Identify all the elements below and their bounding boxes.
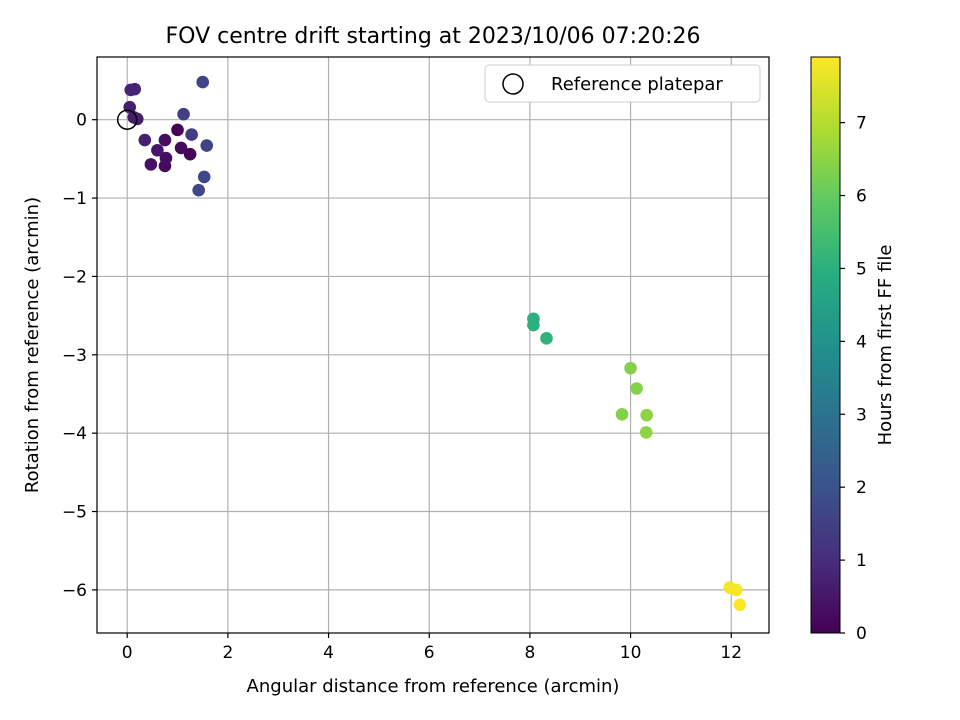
y-tick-label: −3	[62, 346, 87, 366]
colorbar-tick-label: 4	[856, 332, 867, 352]
legend-entry: Reference platepar	[551, 74, 723, 95]
reference-marker	[116, 109, 138, 130]
x-tick-label: 6	[424, 643, 435, 663]
chart-title: FOV centre drift starting at 2023/10/06 …	[166, 24, 701, 49]
data-point	[123, 100, 137, 114]
data-point	[144, 158, 158, 171]
data-point	[630, 382, 643, 395]
data-point	[183, 147, 197, 161]
data-point	[158, 133, 172, 147]
colorbar-tick-label: 6	[856, 187, 867, 207]
data-point	[159, 151, 173, 165]
data-point	[624, 361, 637, 375]
data-point	[729, 583, 743, 597]
data-point	[527, 318, 540, 332]
data-point	[177, 107, 190, 121]
legend-marker-icon	[502, 73, 524, 95]
colorbar-tick-label: 5	[856, 259, 867, 279]
plot-frame	[96, 56, 770, 634]
x-axis-ticks: 0 2 4 6 8 10 12	[122, 633, 742, 663]
data-point	[128, 82, 142, 96]
x-tick-label: 2	[222, 643, 233, 663]
data-point	[171, 123, 184, 137]
data-point	[185, 128, 198, 141]
data-points	[116, 75, 747, 612]
y-tick-label: −6	[62, 581, 87, 601]
colorbar-tick-label: 7	[856, 114, 867, 134]
x-tick-label: 12	[720, 643, 742, 663]
y-tick-label: 0	[76, 111, 87, 131]
x-axis-label: Angular distance from reference (arcmin)	[247, 676, 620, 697]
data-point	[200, 139, 214, 152]
legend: Reference platepar	[484, 64, 761, 103]
y-tick-label: −2	[62, 267, 87, 287]
y-tick-label: −4	[62, 424, 87, 444]
data-point	[615, 408, 629, 421]
data-point	[540, 332, 553, 345]
x-tick-label: 0	[122, 643, 133, 663]
colorbar: 0 1 2 3 4 5 6 7 Hours from first FF file	[810, 56, 896, 644]
x-tick-label: 8	[524, 643, 535, 663]
colorbar-tick-label: 0	[856, 624, 867, 644]
data-point	[640, 408, 653, 422]
data-point	[197, 170, 211, 184]
data-point	[151, 143, 164, 157]
colorbar-tick-label: 1	[856, 551, 867, 571]
data-point	[639, 426, 653, 439]
y-tick-label: −1	[62, 189, 87, 209]
grid	[97, 57, 769, 633]
x-tick-label: 4	[323, 643, 334, 663]
x-tick-label: 10	[620, 643, 642, 663]
data-point	[192, 183, 205, 197]
y-axis-ticks: 0 −1 −2 −3 −4 −5 −6	[62, 111, 97, 601]
colorbar-label: Hours from first FF file	[875, 245, 896, 446]
y-axis-label: Rotation from reference (arcmin)	[22, 197, 43, 493]
legend-box	[484, 64, 761, 103]
data-point	[138, 133, 152, 147]
colorbar-ticks: 0 1 2 3 4 5 6 7	[840, 114, 867, 644]
data-point	[733, 598, 747, 612]
colorbar-tick-label: 2	[856, 478, 867, 498]
colorbar-tick-label: 3	[856, 405, 867, 425]
colorbar-gradient	[810, 56, 841, 634]
y-tick-label: −5	[62, 503, 87, 523]
data-point	[174, 141, 188, 155]
data-point	[196, 75, 210, 89]
